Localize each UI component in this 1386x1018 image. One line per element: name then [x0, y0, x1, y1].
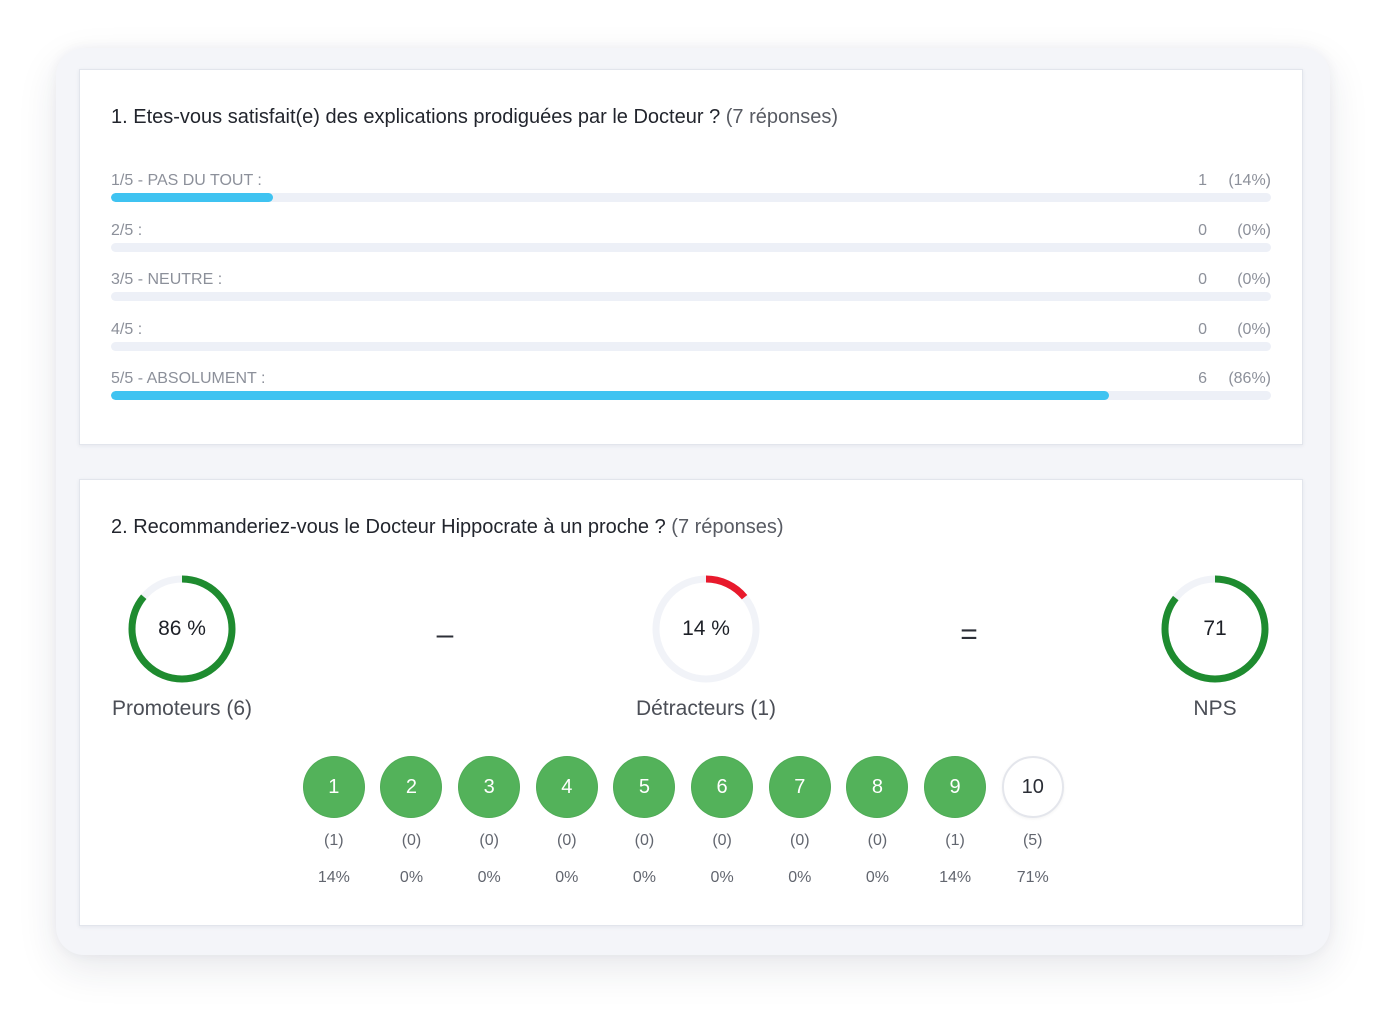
answer-row: 4/5 : 0 (0%) [111, 320, 1271, 370]
detractors-arc [652, 575, 760, 683]
answer-label: 4/5 : [111, 320, 143, 338]
score-circle: 7 [768, 756, 831, 818]
score-count: (1) [324, 832, 344, 849]
question-text: 1. Etes-vous satisfait(e) des explicatio… [111, 106, 721, 128]
score-circle: 10 [1001, 756, 1064, 818]
answer-row: 1/5 - PAS DU TOUT : 1 (14%) [111, 171, 1271, 221]
score-count: (0) [712, 832, 732, 849]
score-percent: 0% [632, 869, 657, 886]
score-count: (5) [1022, 832, 1043, 849]
answer-row: 5/5 - ABSOLUMENT : 6 (86%) [111, 369, 1271, 419]
answer-count: 0 [1198, 271, 1207, 288]
nps-value: 71 [1203, 617, 1227, 640]
answer-label: 3/5 - NEUTRE : [111, 271, 223, 288]
question-text: 2. Recommanderiez-vous le Docteur Hippoc… [111, 516, 666, 538]
score-percent: 0% [399, 869, 424, 886]
response-count: (7 réponses) [671, 516, 784, 538]
score-item: 2 (0) 0% [373, 756, 451, 890]
detractors-gauge: 14 % Détracteurs (1) [616, 574, 796, 721]
promoters-label: Promoteurs (6) [111, 697, 253, 720]
minus-sign: – [436, 618, 454, 651]
answer-label: 1/5 - PAS DU TOUT : [111, 172, 262, 189]
score-circle: 9 [924, 756, 987, 818]
score-percent: 0% [477, 869, 501, 886]
answer-percent: (0%) [1237, 221, 1271, 239]
score-circle: 1 [302, 756, 365, 818]
score-circle: 5 [613, 756, 676, 818]
score-count: (0) [479, 832, 499, 849]
score-count: (0) [789, 832, 810, 849]
question-card-recommendation: 2. Recommanderiez-vous le Docteur Hippoc… [79, 479, 1303, 926]
nps-arc [1161, 575, 1269, 683]
answer-percent: (0%) [1237, 320, 1271, 338]
answer-label: 5/5 - ABSOLUMENT : [111, 370, 266, 387]
score-item: 1 (1) 14% [295, 756, 373, 890]
score-percent: 0% [788, 869, 812, 886]
answer-count: 6 [1198, 370, 1207, 387]
answer-bar-track [111, 242, 1271, 252]
answer-list: 1/5 - PAS DU TOUT : 1 (14%) 2/5 : 0 (0%) [111, 171, 1271, 419]
answer-bar-fill [111, 193, 274, 202]
score-item: 8 (0) 0% [839, 756, 917, 890]
question-title: 2. Recommanderiez-vous le Docteur Hippoc… [111, 515, 784, 539]
score-item: 4 (0) 0% [528, 756, 606, 890]
answer-percent: (86%) [1228, 370, 1271, 387]
response-count: (7 réponses) [725, 106, 839, 128]
score-percent: 0% [555, 869, 579, 886]
score-percent: 0% [710, 869, 734, 886]
score-count: (0) [557, 832, 577, 849]
answer-bar-track [111, 391, 1271, 400]
answer-row: 3/5 - NEUTRE : 0 (0%) [111, 270, 1271, 320]
answer-bar-fill [111, 391, 1109, 400]
score-item: 5 (0) 0% [606, 756, 684, 890]
answer-bar-track [111, 292, 1271, 301]
answer-percent: (0%) [1237, 271, 1271, 288]
score-count: (0) [634, 832, 655, 849]
answer-count: 0 [1198, 221, 1207, 239]
answer-bar-track [111, 341, 1271, 351]
nps-gauge: 71 NPS [1125, 574, 1305, 721]
score-item: 10 (5) 71% [994, 756, 1072, 890]
promoters-value: 86 % [158, 617, 206, 640]
nps-ring: 71 [1160, 574, 1270, 684]
answer-row: 2/5 : 0 (0%) [111, 221, 1271, 271]
score-distribution: 1 (1) 14% 2 (0) 0% 3 (0) 0% 4 (0) 0% 5 (… [295, 756, 1072, 890]
answer-bar-track [111, 193, 1271, 202]
score-item: 3 (0) 0% [450, 756, 528, 890]
answer-count: 0 [1198, 320, 1207, 338]
answer-percent: (14%) [1228, 172, 1271, 189]
answer-label: 2/5 : [111, 221, 143, 239]
promoters-arc [128, 575, 236, 683]
detractors-value: 14 % [682, 617, 730, 640]
score-count: (0) [867, 832, 888, 849]
score-percent: 14% [939, 869, 972, 886]
score-circle: 3 [458, 756, 521, 818]
score-item: 9 (1) 14% [916, 756, 994, 890]
score-count: (0) [401, 832, 422, 849]
nps-label: NPS [1193, 697, 1237, 720]
detractors-ring: 14 % [651, 574, 761, 684]
score-item: 6 (0) 0% [683, 756, 761, 890]
promoters-ring: 86 % [127, 574, 237, 684]
score-item: 7 (0) 0% [761, 756, 839, 890]
score-percent: 0% [865, 869, 889, 886]
question-card-satisfaction: 1. Etes-vous satisfait(e) des explicatio… [79, 69, 1303, 445]
score-circle: 6 [691, 756, 754, 818]
score-percent: 14% [317, 869, 350, 886]
score-circle: 4 [535, 756, 598, 818]
promoters-gauge: 86 % Promoteurs (6) [92, 574, 272, 721]
equals-sign: = [960, 618, 978, 651]
score-count: (1) [945, 832, 965, 849]
answer-count: 1 [1198, 172, 1207, 189]
score-percent: 71% [1016, 869, 1049, 886]
score-circle: 2 [380, 756, 443, 818]
detractors-label: Détracteurs (1) [635, 697, 777, 720]
question-title: 1. Etes-vous satisfait(e) des explicatio… [111, 105, 838, 129]
score-circle: 8 [846, 756, 909, 818]
